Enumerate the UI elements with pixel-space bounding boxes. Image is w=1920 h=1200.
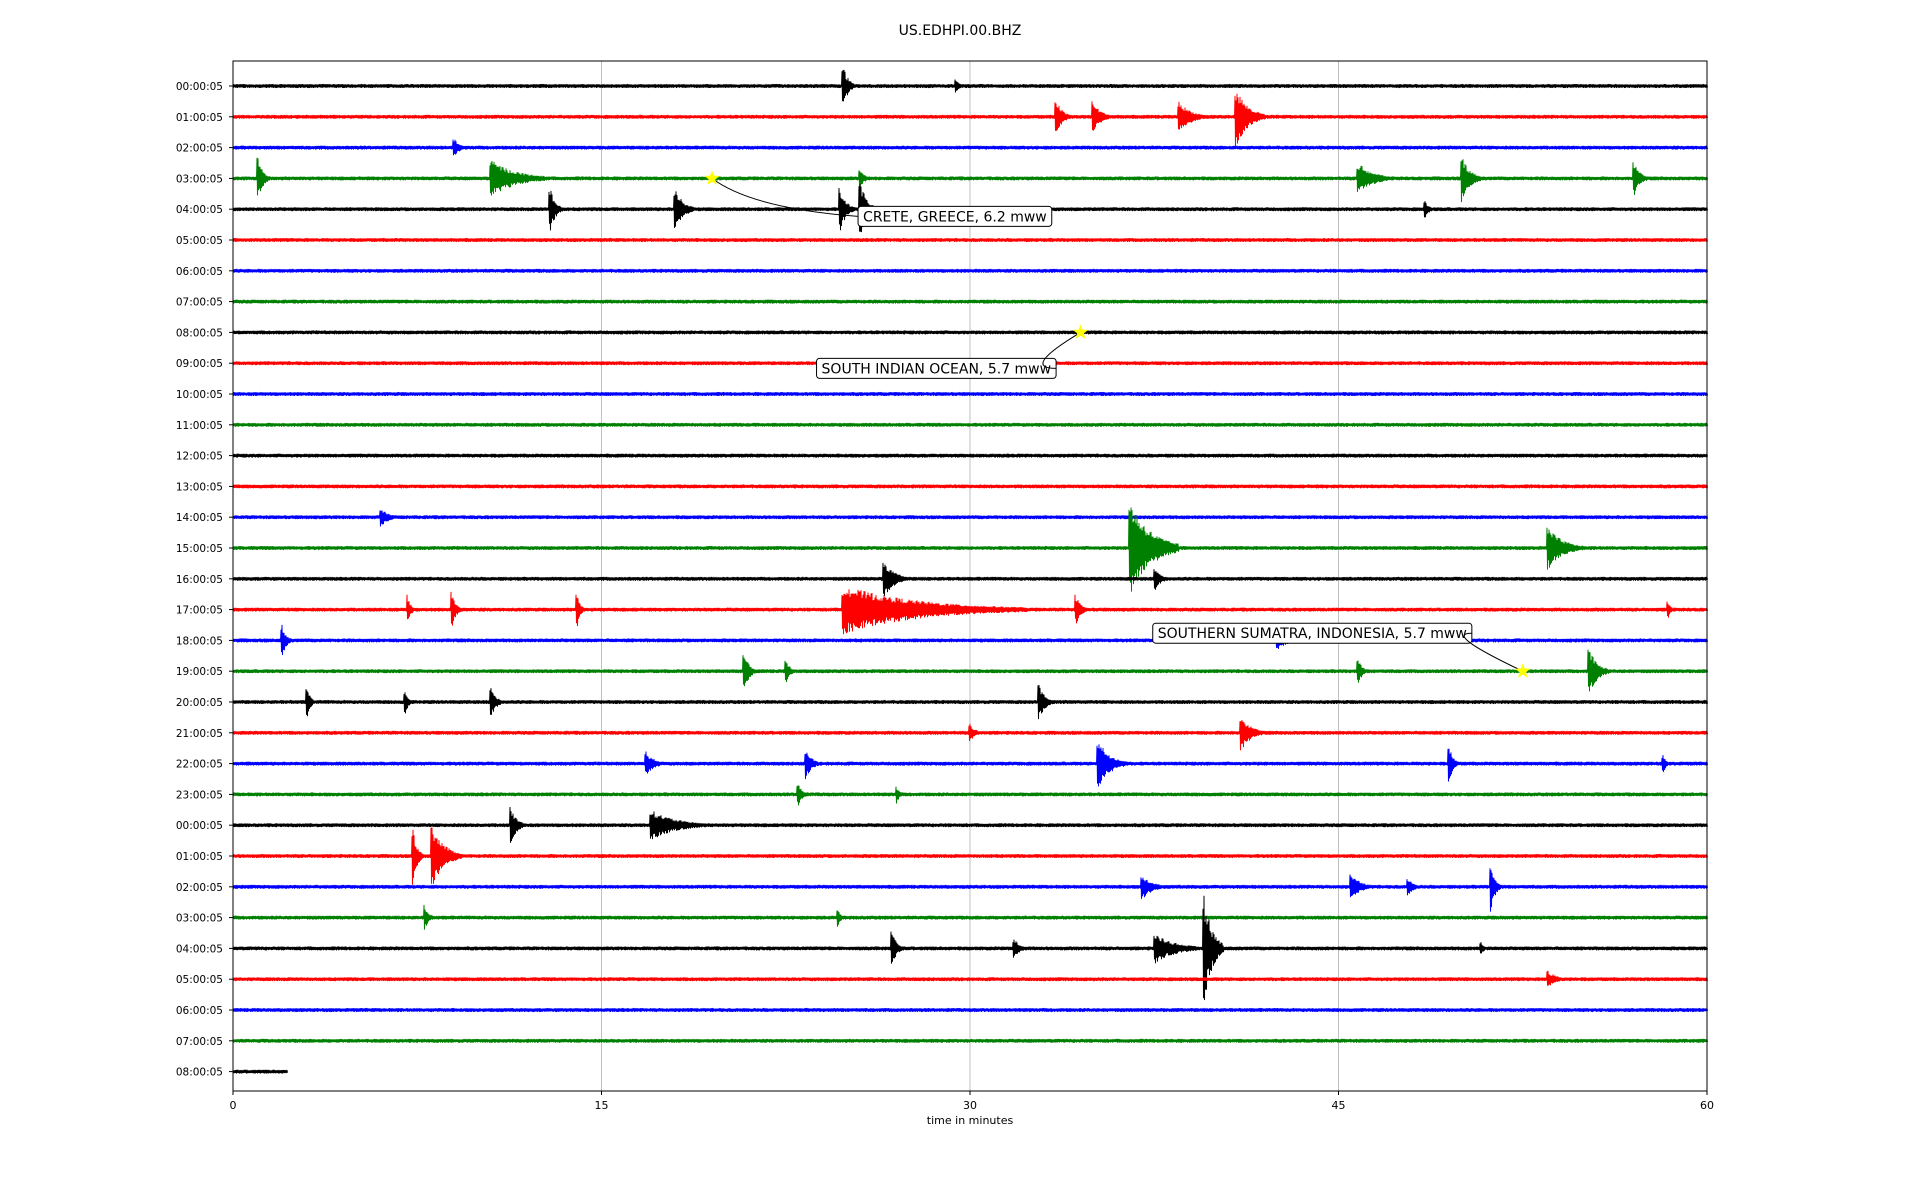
y-tick-label: 03:00:05 — [176, 173, 223, 185]
y-tick-label: 13:00:05 — [176, 481, 223, 493]
trace-line — [232, 744, 1708, 787]
trace-line — [232, 1038, 1708, 1043]
trace-line — [232, 69, 1708, 102]
y-tick-label: 19:00:05 — [176, 666, 223, 678]
y-tick-label: 02:00:05 — [176, 882, 223, 894]
trace-line — [232, 868, 1708, 912]
y-tick-label: 07:00:05 — [176, 1036, 223, 1048]
event-annotations: CRETE, GREECE, 6.2 mww SOUTH INDIAN OCEAN… — [704, 170, 1531, 678]
trace-line — [232, 268, 1708, 273]
x-tick-label: 45 — [1332, 1099, 1346, 1112]
chart-title: US.EDHPI.00.BHZ — [899, 23, 1022, 39]
x-axis-label: time in minutes — [927, 1114, 1014, 1127]
y-tick-label: 07:00:05 — [176, 297, 223, 309]
trace-line — [232, 157, 1708, 203]
y-tick-label: 00:00:05 — [176, 820, 223, 832]
trace-line — [232, 684, 1708, 720]
trace-line — [232, 785, 1708, 806]
y-tick-label: 09:00:05 — [176, 358, 223, 370]
event-annotation: CRETE, GREECE, 6.2 mww — [704, 170, 1053, 227]
y-tick-label: 04:00:05 — [176, 204, 223, 216]
y-tick-label: 05:00:05 — [176, 235, 223, 247]
y-tick-label: 17:00:05 — [176, 605, 223, 617]
y-tick-label: 11:00:05 — [176, 420, 223, 432]
trace-line — [232, 904, 1708, 930]
trace-line — [232, 719, 1708, 751]
trace-line — [232, 1007, 1708, 1013]
trace-line — [232, 649, 1708, 692]
x-tick-label: 60 — [1700, 1099, 1714, 1112]
y-tick-label: 20:00:05 — [176, 697, 223, 709]
y-tick-label: 08:00:05 — [176, 1067, 223, 1079]
x-tick-label: 15 — [595, 1099, 609, 1112]
y-tick-label: 03:00:05 — [176, 913, 223, 925]
y-tick-label: 01:00:05 — [176, 851, 223, 863]
y-tick-label: 14:00:05 — [176, 512, 223, 524]
trace-line — [232, 391, 1708, 397]
y-tick-label: 00:00:05 — [176, 81, 223, 93]
trace-line — [232, 484, 1708, 489]
y-tick-label: 22:00:05 — [176, 759, 223, 771]
trace-line — [232, 806, 1708, 843]
event-connector — [1463, 632, 1523, 672]
trace-line — [232, 827, 1708, 885]
event-connector — [1042, 331, 1081, 369]
event-star-icon — [1515, 663, 1531, 678]
event-connector — [711, 177, 859, 217]
y-tick-label: 08:00:05 — [176, 327, 223, 339]
y-tick-label: 23:00:05 — [176, 789, 223, 801]
event-label: SOUTHERN SUMATRA, INDONESIA, 5.7 mww — [1158, 626, 1467, 642]
trace-line — [232, 93, 1708, 148]
trace-line — [232, 453, 1708, 458]
trace-line — [232, 589, 1708, 635]
trace-line — [232, 330, 1708, 335]
trace-line — [232, 139, 1708, 156]
y-tick-label: 15:00:05 — [176, 543, 223, 555]
event-star-icon — [1072, 324, 1089, 339]
event-label: SOUTH INDIAN OCEAN, 5.7 mww — [822, 361, 1052, 377]
trace-line — [232, 237, 1708, 243]
trace-line — [232, 510, 1708, 527]
y-tick-label: 01:00:05 — [176, 112, 223, 124]
trace-line — [232, 507, 1708, 592]
trace-line — [232, 299, 1708, 304]
event-label: CRETE, GREECE, 6.2 mww — [863, 209, 1047, 225]
y-axis-ticks: 00:00:05 01:00:05 02:00:05 03:00:05 04:00:05… — [176, 81, 233, 1079]
x-tick-label: 30 — [963, 1099, 977, 1112]
y-tick-label: 16:00:05 — [176, 574, 223, 586]
x-axis-ticks: 0 15 30 45 60 — [230, 1091, 1714, 1112]
y-tick-label: 02:00:05 — [176, 143, 223, 155]
trace-line — [232, 895, 1708, 1001]
trace-line — [232, 562, 1708, 597]
y-tick-label: 05:00:05 — [176, 974, 223, 986]
x-tick-label: 0 — [230, 1099, 237, 1112]
y-tick-label: 10:00:05 — [176, 389, 223, 401]
y-tick-label: 21:00:05 — [176, 728, 223, 740]
y-tick-label: 18:00:05 — [176, 635, 223, 647]
trace-line — [232, 970, 1708, 986]
trace-line — [232, 422, 1708, 427]
event-annotation: SOUTH INDIAN OCEAN, 5.7 mww — [816, 324, 1089, 379]
y-tick-label: 06:00:05 — [176, 1005, 223, 1017]
event-star-icon — [704, 170, 720, 185]
y-tick-label: 12:00:05 — [176, 451, 223, 463]
trace-line — [232, 1069, 288, 1074]
y-tick-label: 06:00:05 — [176, 266, 223, 278]
y-tick-label: 04:00:05 — [176, 943, 223, 955]
event-annotation: SOUTHERN SUMATRA, INDONESIA, 5.7 mww — [1152, 622, 1531, 678]
